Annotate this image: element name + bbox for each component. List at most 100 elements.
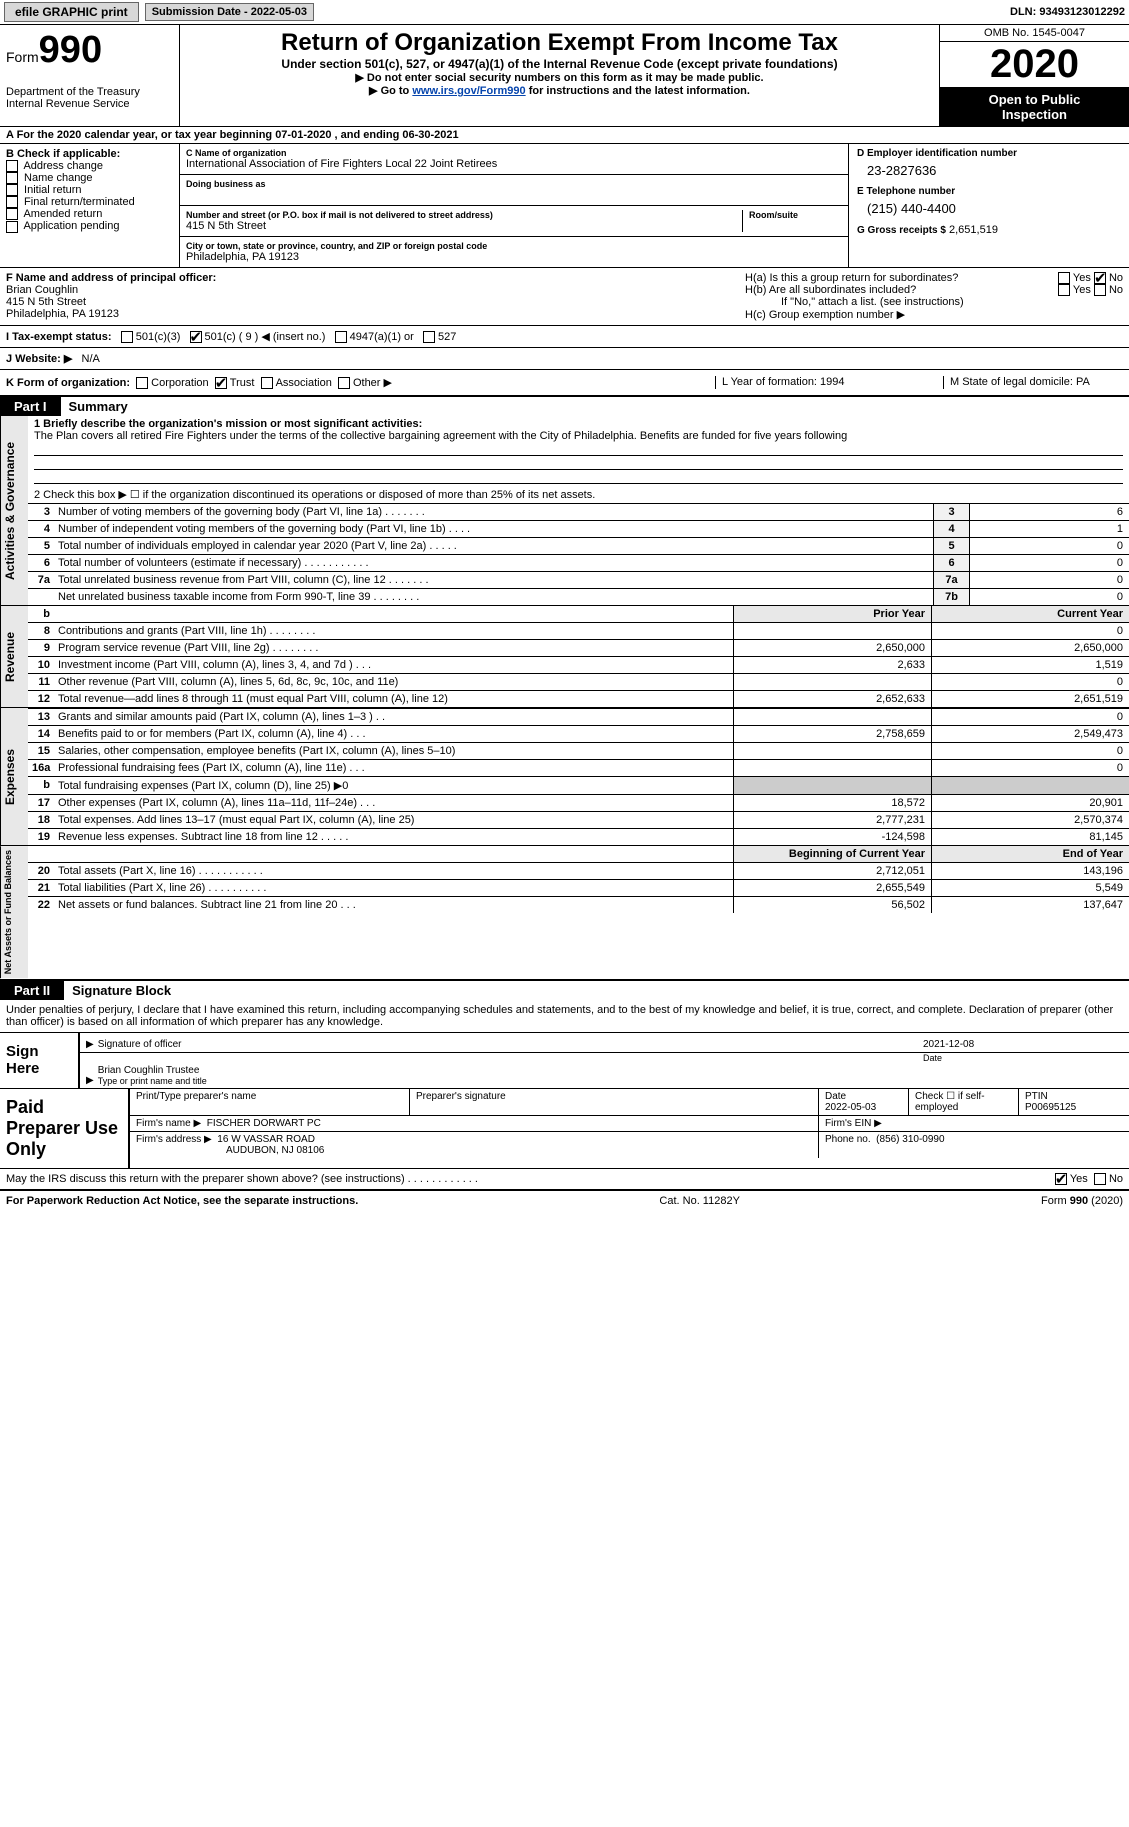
website: N/A <box>82 353 100 365</box>
row-val: 0 <box>969 589 1129 605</box>
row-num: 11 <box>28 674 54 690</box>
row-text: Other revenue (Part VIII, column (A), li… <box>54 674 733 690</box>
boxb-checkbox[interactable] <box>6 184 18 196</box>
box-b-label: B Check if applicable: <box>6 148 173 160</box>
boxb-checkbox[interactable] <box>6 221 18 233</box>
curr-val: 0 <box>931 709 1129 725</box>
501c-checkbox[interactable] <box>190 331 202 343</box>
assoc-checkbox[interactable] <box>261 377 273 389</box>
curr-val: 2,651,519 <box>931 691 1129 707</box>
boxc-dba-label: Doing business as <box>186 179 842 189</box>
governance-section: Activities & Governance 1 Briefly descri… <box>0 416 1129 606</box>
ha-no-checkbox[interactable] <box>1094 272 1106 284</box>
ha-yes-checkbox[interactable] <box>1058 272 1070 284</box>
gov-row: Net unrelated business taxable income fr… <box>28 588 1129 605</box>
prep-sig-label: Preparer's signature <box>410 1089 819 1115</box>
row-text: Total revenue—add lines 8 through 11 (mu… <box>54 691 733 707</box>
gov-row: 6Total number of volunteers (estimate if… <box>28 554 1129 571</box>
501c3-checkbox[interactable] <box>121 331 133 343</box>
part1-title: Summary <box>61 399 128 414</box>
curr-val: 2,549,473 <box>931 726 1129 742</box>
trust-checkbox[interactable] <box>215 377 227 389</box>
row-num: 17 <box>28 795 54 811</box>
other-checkbox[interactable] <box>338 377 350 389</box>
row-num: 4 <box>28 521 54 537</box>
discuss-text: May the IRS discuss this return with the… <box>6 1173 478 1185</box>
data-row: 17Other expenses (Part IX, column (A), l… <box>28 794 1129 811</box>
form-label: Form <box>6 49 39 65</box>
beg-year-hdr: Beginning of Current Year <box>733 846 931 862</box>
row-num: 5 <box>28 538 54 554</box>
curr-val: 1,519 <box>931 657 1129 673</box>
prior-val: 2,758,659 <box>733 726 931 742</box>
row-text: Total number of individuals employed in … <box>54 538 933 554</box>
prior-val: 2,633 <box>733 657 931 673</box>
year-formation: L Year of formation: 1994 <box>715 376 943 389</box>
sig-date-val: 2021-12-08 <box>923 1039 1123 1050</box>
boxb-item: Final return/terminated <box>6 196 173 208</box>
prior-val: 2,777,231 <box>733 812 931 828</box>
sig-date-label: Date <box>923 1053 1123 1063</box>
irs-link[interactable]: www.irs.gov/Form990 <box>412 85 525 97</box>
irs: Internal Revenue Service <box>6 98 173 110</box>
discuss-no-checkbox[interactable] <box>1094 1173 1106 1185</box>
data-row: 20Total assets (Part X, line 16) . . . .… <box>28 862 1129 879</box>
hb-no-checkbox[interactable] <box>1094 284 1106 296</box>
row-cell: 4 <box>933 521 969 537</box>
discuss-yes-checkbox[interactable] <box>1055 1173 1067 1185</box>
row-text: Total fundraising expenses (Part IX, col… <box>54 777 733 794</box>
prior-val: 2,650,000 <box>733 640 931 656</box>
boxb-checkbox[interactable] <box>6 160 18 172</box>
boxb-item: Application pending <box>6 220 173 232</box>
boxb-checkbox[interactable] <box>6 172 18 184</box>
rowj-label: J Website: ▶ <box>6 353 72 365</box>
box-h: H(a) Is this a group return for subordin… <box>739 268 1129 325</box>
boxf-label: F Name and address of principal officer: <box>6 272 733 284</box>
curr-val: 2,650,000 <box>931 640 1129 656</box>
data-row: 16aProfessional fundraising fees (Part I… <box>28 759 1129 776</box>
curr-val: 0 <box>931 743 1129 759</box>
org-street: 415 N 5th Street <box>186 220 742 232</box>
ein: 23-2827636 <box>857 159 1121 186</box>
form-title: Return of Organization Exempt From Incom… <box>190 29 929 57</box>
data-row: 15Salaries, other compensation, employee… <box>28 742 1129 759</box>
q2: 2 Check this box ▶ ☐ if the organization… <box>28 486 1129 503</box>
firm-addr-label: Firm's address ▶ <box>136 1134 212 1145</box>
prior-val <box>733 743 931 759</box>
section-bcd: B Check if applicable: Address change Na… <box>0 144 1129 268</box>
row-num: 22 <box>28 897 54 913</box>
data-row: 9Program service revenue (Part VIII, lin… <box>28 639 1129 656</box>
prep-name-label: Print/Type preparer's name <box>130 1089 410 1115</box>
paid-preparer-label: Paid Preparer Use Only <box>0 1089 130 1168</box>
boxb-checkbox[interactable] <box>6 196 18 208</box>
corp-checkbox[interactable] <box>136 377 148 389</box>
trust-label: Trust <box>230 377 255 389</box>
box-f: F Name and address of principal officer:… <box>0 268 739 325</box>
row-num: 6 <box>28 555 54 571</box>
curr-year-hdr: Current Year <box>931 606 1129 622</box>
boxb-checkbox[interactable] <box>6 208 18 220</box>
efile-button[interactable]: efile GRAPHIC print <box>4 2 139 22</box>
hb-no: No <box>1109 284 1123 296</box>
row-text: Salaries, other compensation, employee b… <box>54 743 733 759</box>
row-num: b <box>28 777 54 794</box>
officer-city: Philadelphia, PA 19123 <box>6 308 733 320</box>
footer: For Paperwork Reduction Act Notice, see … <box>0 1190 1129 1211</box>
527-label: 527 <box>438 331 456 343</box>
prior-val <box>733 709 931 725</box>
assoc-label: Association <box>276 377 332 389</box>
expenses-side: Expenses <box>0 708 28 845</box>
row-cell: 6 <box>933 555 969 571</box>
inspect1: Open to Public <box>989 92 1081 107</box>
tel-label: E Telephone number <box>857 186 1121 197</box>
officer-name-title: Brian Coughlin Trustee <box>98 1065 207 1076</box>
firm-ein: Firm's EIN ▶ <box>819 1116 1129 1131</box>
hb-yes-checkbox[interactable] <box>1058 284 1070 296</box>
4947-checkbox[interactable] <box>335 331 347 343</box>
527-checkbox[interactable] <box>423 331 435 343</box>
org-name: International Association of Fire Fighte… <box>186 158 842 170</box>
rowk-label: K Form of organization: <box>6 377 130 389</box>
curr-val: 5,549 <box>931 880 1129 896</box>
curr-val: 0 <box>931 674 1129 690</box>
gross-receipts: 2,651,519 <box>949 224 998 236</box>
